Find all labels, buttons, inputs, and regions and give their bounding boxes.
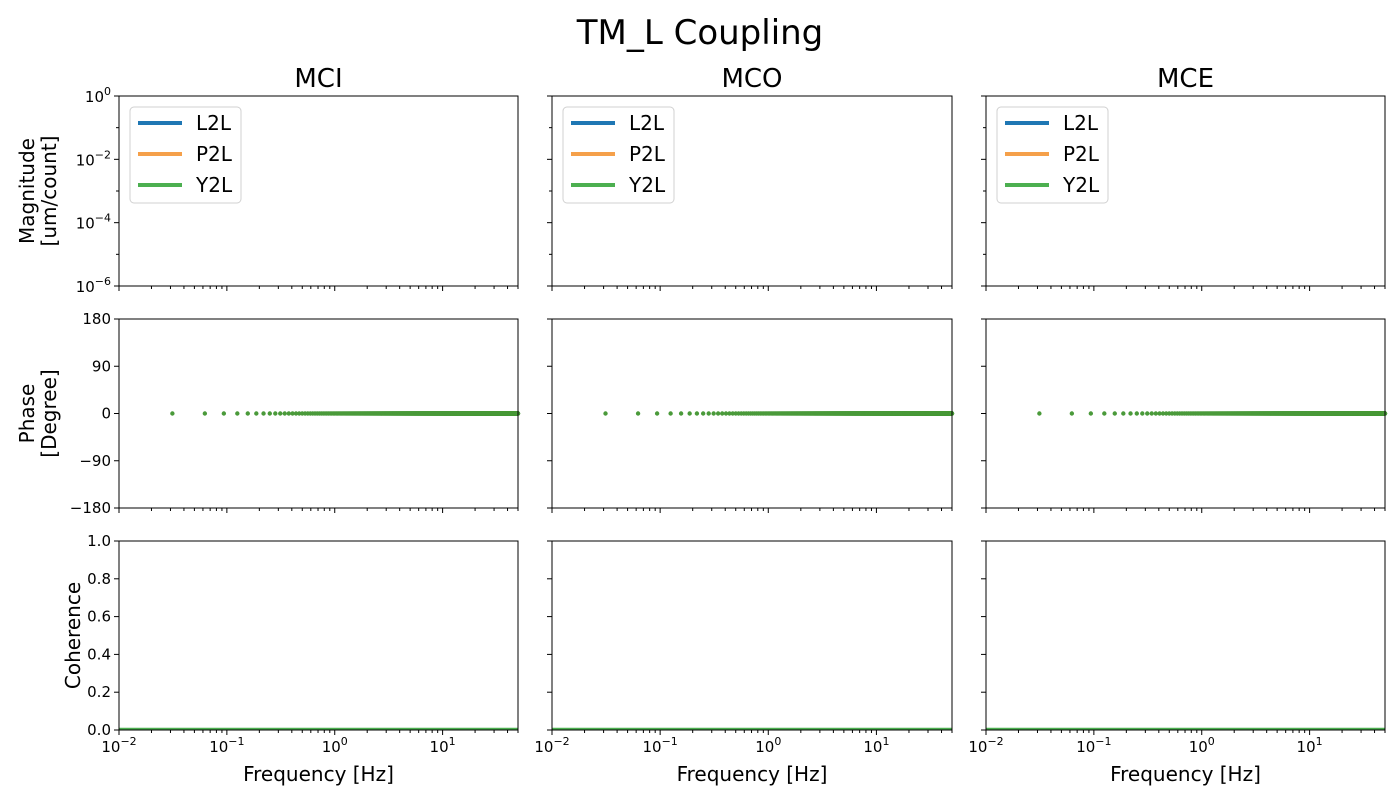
data-point — [286, 411, 291, 416]
data-point — [1069, 411, 1075, 416]
data-point — [1149, 411, 1154, 416]
data-point — [1037, 411, 1042, 416]
legend: L2L P2L Y2L — [996, 106, 1109, 204]
panel-phase-mci: 180 90 0 −90 −180 — [70, 310, 521, 517]
data-point — [678, 411, 684, 416]
panel-magnitude-mci: 100 10−2 10−4 10−6 L2L P2L Y2L — [76, 85, 519, 296]
legend-label-l2l: L2L — [629, 111, 665, 135]
column-title-mci: MCI — [294, 64, 342, 94]
y-tick-label: −180 — [70, 499, 111, 517]
y-tick-label: 100 — [85, 85, 111, 106]
subplot-grid: MCI MCO MCEMagnitude[um/count]10010−210−41… — [15, 64, 1388, 786]
data-point — [202, 411, 208, 416]
data-point — [711, 411, 716, 416]
data-point — [297, 411, 302, 416]
data-point — [706, 411, 711, 416]
legend-label-l2l: L2L — [1063, 111, 1099, 135]
data-point — [245, 411, 250, 416]
data-point — [723, 411, 729, 416]
data-point — [254, 411, 259, 416]
y-tick-label: −90 — [79, 452, 111, 470]
y-tick-label: 10−6 — [76, 275, 111, 296]
panel-phase-mco — [547, 318, 955, 513]
chart-title: TM_L Coupling — [576, 13, 824, 53]
legend-label-p2l: P2L — [629, 142, 666, 166]
panel-magnitude-mce: L2L P2L Y2L — [981, 95, 1386, 291]
y-tick-label: 10−2 — [76, 148, 111, 169]
data-point — [1145, 411, 1150, 416]
y-tick-label: 180 — [82, 310, 111, 328]
data-point — [267, 411, 272, 416]
legend-label-p2l: P2L — [1063, 142, 1100, 166]
data-point — [1153, 411, 1158, 416]
legend: L2L P2L Y2L — [129, 106, 242, 204]
data-point — [1160, 411, 1166, 416]
legend-label-p2l: P2L — [196, 142, 233, 166]
data-point — [603, 411, 608, 416]
data-point — [1128, 411, 1133, 416]
data-point — [715, 411, 721, 416]
ylabel-phase: Phase[Degree] — [15, 369, 61, 457]
data-point — [635, 411, 641, 416]
legend-label-y2l: Y2L — [195, 173, 233, 197]
data-point — [1102, 411, 1107, 416]
legend-label-y2l: Y2L — [1062, 173, 1100, 197]
data-point — [1121, 411, 1126, 416]
data-point — [1088, 411, 1094, 416]
legend-label-l2l: L2L — [196, 111, 232, 135]
data-point — [293, 411, 299, 416]
data-point — [730, 411, 735, 416]
data-point — [282, 411, 287, 416]
data-point — [727, 411, 732, 416]
data-point — [278, 411, 283, 416]
y-tick-label: 90 — [92, 357, 111, 375]
data-point — [1134, 411, 1139, 416]
data-point — [170, 411, 175, 416]
data-point — [290, 411, 295, 416]
data-point — [668, 411, 673, 416]
y-tick-label: 0 — [101, 405, 111, 423]
data-point — [235, 411, 240, 416]
column-title-mce: MCE — [1157, 64, 1214, 94]
data-point — [694, 411, 700, 416]
legend-label-y2l: Y2L — [628, 173, 666, 197]
data-point — [1164, 411, 1169, 416]
data-point — [1112, 411, 1117, 416]
data-point — [700, 411, 706, 416]
data-point — [654, 411, 660, 416]
legend-box — [129, 106, 242, 204]
data-point — [273, 411, 278, 416]
panel-phase-mce — [981, 318, 1388, 513]
data-point — [1157, 411, 1162, 416]
panel-magnitude-mco: L2L P2L Y2L — [547, 95, 953, 291]
data-point — [261, 411, 266, 416]
column-title-mco: MCO — [721, 64, 782, 94]
legend-box — [562, 106, 675, 204]
legend-box — [996, 106, 1109, 204]
data-point — [221, 411, 227, 416]
data-point — [687, 411, 692, 416]
legend: L2L P2L Y2L — [562, 106, 675, 204]
ylabel-magnitude: Magnitude[um/count] — [15, 136, 61, 247]
data-point — [1140, 411, 1145, 416]
y-tick-label: 10−4 — [76, 212, 111, 233]
data-point — [720, 411, 725, 416]
